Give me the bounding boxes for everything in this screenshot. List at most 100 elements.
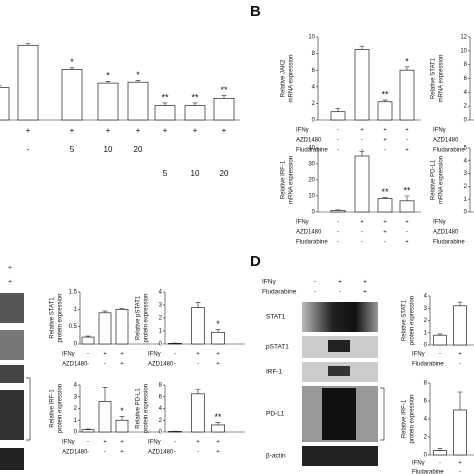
y-tick-label: 8 [424,381,428,387]
y-axis-label: Relative STAT1 [50,297,56,339]
y-tick-label: 1 [74,418,78,424]
treatment-sign: - [27,145,30,154]
treatment-sign: - [197,362,199,368]
treatment-sign: + [103,440,107,446]
error-bar [437,448,443,451]
treatment-sign: + [405,128,409,134]
error-bar [119,416,125,421]
error-bar [85,335,91,338]
treatment-name: IFNγ [412,461,425,467]
blot-sign: + [363,289,367,296]
treatment-sign: - [439,352,441,358]
error-bar [359,150,365,156]
bar [61,69,83,121]
treatment-name: Fludarabine [296,240,328,246]
significance: * [106,71,110,81]
treatment-sign: - [104,362,106,368]
error-bar [437,333,443,336]
y-tick-label: 4 [424,294,428,300]
treatment-sign: - [361,148,363,154]
error-bar [102,310,108,313]
blot-sign: - [314,279,316,286]
error-bar [85,428,91,430]
significance: * [405,56,409,66]
bar [330,210,346,213]
error-bar [221,95,227,99]
y-axis-label: mRNA expression [439,54,445,102]
y-tick-label: 2 [159,418,163,424]
treatment-name: AZD1480 [148,362,174,368]
significance: ** [161,92,169,102]
y-tick-label: 0 [159,342,163,348]
bar [0,87,10,121]
treatment-sign: + [103,352,107,358]
treatment-sign: - [87,362,89,368]
panel-label: D [250,253,261,270]
bar [168,343,182,345]
treatment-name: IFNγ [148,352,161,358]
treatment-sign: + [163,126,168,135]
bar [98,312,112,345]
y-tick-label: 10 [308,35,315,41]
y-tick-label: 8 [312,51,316,57]
y-tick-label: 4 [464,90,468,96]
treatment-name: IFNγ [296,220,309,226]
treatment-name: IFNγ [433,220,446,226]
treatment-sign: - [361,230,363,236]
error-bar [192,102,198,106]
blot-sign: + [338,279,342,286]
bar [453,305,467,346]
treatment-sign: + [458,352,462,358]
blot-row-label: β-actin [266,453,286,460]
treatment-sign: - [174,440,176,446]
y-axis-label: Relative JAK2 [281,59,287,97]
bar [184,105,206,121]
treatment-sign: + [360,220,364,226]
significance: ** [381,89,389,99]
blot-header: Fludarabine [262,289,297,296]
error-bar [457,391,463,410]
treatment-name: Fludarabine [412,362,444,368]
treatment-sign: - [174,450,176,456]
treatment-name: AZD1480 [296,230,322,236]
bar [168,431,182,433]
treatment-sign: - [174,352,176,358]
treatment-sign: 10 [104,145,113,154]
error-bar [215,329,221,333]
y-tick-label: 10 [460,48,467,54]
treatment-sign: + [405,148,409,154]
bar [399,69,415,121]
significance: * [70,57,74,67]
bar [354,49,370,121]
bar [377,101,393,121]
treatment-sign: + [136,126,141,135]
y-tick-label: 0 [464,118,468,124]
treatment-sign: - [337,128,339,134]
blot-row-label: pSTAT1 [266,344,289,351]
bar [115,419,129,433]
treatment-sign: + [120,440,124,446]
treatment-name: AZD1480 [148,450,174,456]
y-axis-label: Relative pSTAT1 [136,295,142,340]
treatment-sign: - [406,138,408,144]
treatment-sign: + [458,461,462,467]
treatment-sign: - [361,138,363,144]
treatment-sign: + [120,450,124,456]
error-bar [215,422,221,425]
y-tick-label: 1 [424,330,428,336]
blot-d [302,302,385,466]
y-tick-label: 2 [464,104,468,110]
error-bar [102,387,108,402]
y-axis-label: Relative IRF-1 [281,160,287,199]
treatment-name: IFNγ [412,352,425,358]
y-axis-label: Relative PD-L1 [431,159,437,200]
y-tick-label: 0 [464,210,468,216]
treatment-sign: + [106,126,111,135]
error-bar [359,45,365,50]
y-axis-label: protein expression [58,293,64,342]
bar [213,98,235,121]
treatment-sign: + [405,240,409,246]
significance: ** [214,412,222,422]
significance: ** [191,92,199,102]
